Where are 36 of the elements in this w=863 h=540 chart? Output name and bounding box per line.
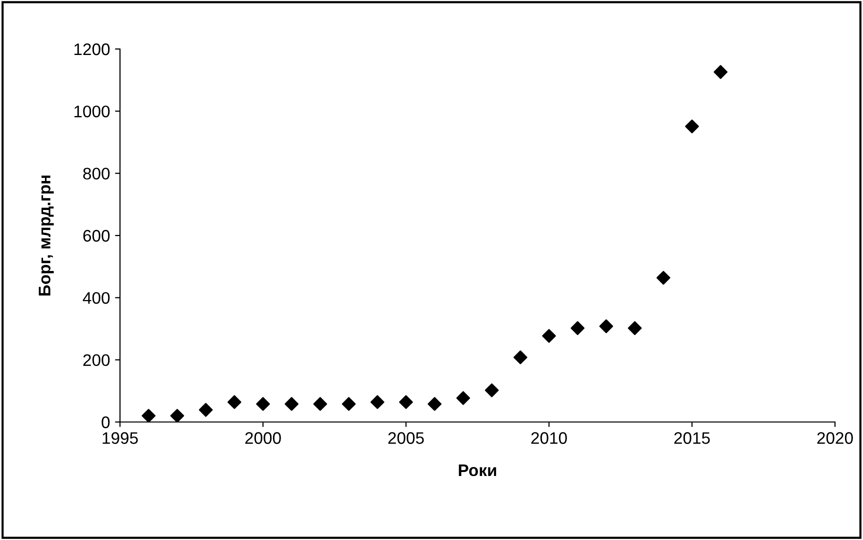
y-tick-label: 1200 xyxy=(74,43,110,56)
point xyxy=(599,319,614,334)
y-tick-label: 1000 xyxy=(74,106,110,118)
point xyxy=(484,383,499,398)
x-axis-title: Роки xyxy=(458,464,496,476)
x-tick-label: 2020 xyxy=(817,432,853,444)
point xyxy=(170,408,184,422)
y-tick-label: 800 xyxy=(83,168,110,180)
point xyxy=(656,270,670,285)
y-tick-label: 0 xyxy=(102,416,110,428)
point xyxy=(685,119,699,134)
point xyxy=(313,397,328,411)
point xyxy=(399,395,413,410)
y-tick-label: 600 xyxy=(83,230,110,242)
y-axis-title: Борг, млрд.грн xyxy=(38,176,54,296)
point xyxy=(628,321,642,336)
point xyxy=(513,350,528,364)
x-tick-label: 2015 xyxy=(674,432,710,444)
x-tick-label: 1995 xyxy=(102,432,138,444)
point xyxy=(227,395,242,410)
point xyxy=(714,65,728,79)
point xyxy=(256,397,270,411)
point xyxy=(198,402,213,417)
point xyxy=(284,397,299,411)
point xyxy=(370,395,384,410)
x-tick-label: 2005 xyxy=(388,432,424,444)
point xyxy=(456,391,470,405)
point xyxy=(542,328,556,343)
point xyxy=(428,397,442,411)
y-tick-label: 400 xyxy=(82,292,110,304)
x-tick-label: 2010 xyxy=(531,432,567,444)
y-tick-label: 200 xyxy=(83,354,110,366)
point xyxy=(342,397,356,411)
x-tick-label: 2000 xyxy=(245,432,281,444)
point xyxy=(142,408,156,422)
point xyxy=(570,321,585,336)
